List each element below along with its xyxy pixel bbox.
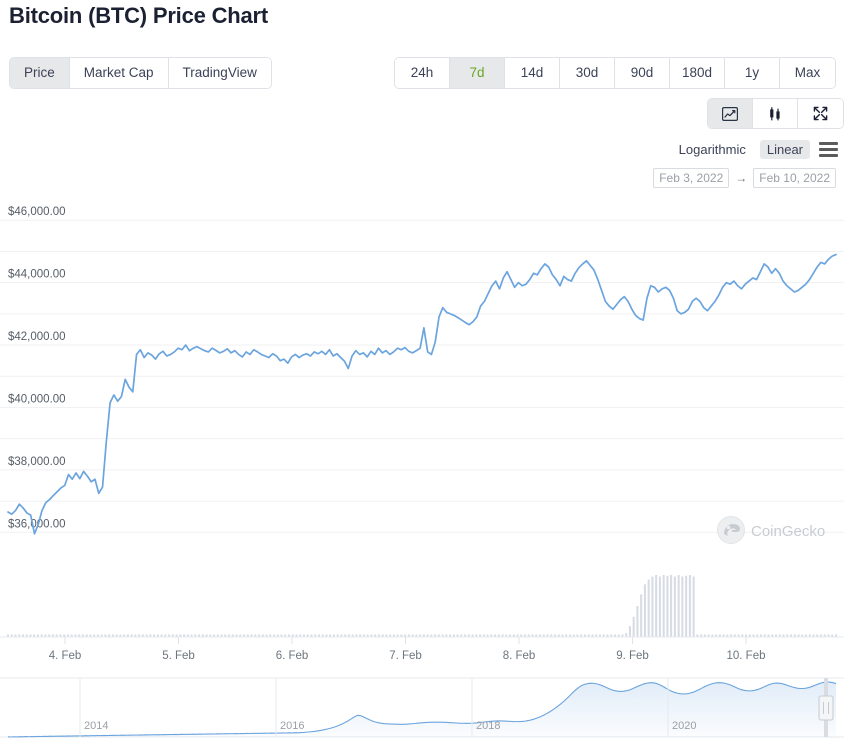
scale-linear[interactable]: Linear [759,140,810,159]
date-to-input[interactable]: Feb 10, 2022 [753,168,836,188]
price-chart-container[interactable]: $36,000.00 $38,000.00 $40,000.00 $42,000.00… [0,196,844,745]
chart-tab-group: Price Market Cap TradingView [9,57,272,89]
volume-bars [0,575,844,638]
svg-text:5. Feb: 5. Feb [162,650,195,662]
date-from-input[interactable]: Feb 3, 2022 [653,168,730,188]
scale-selector-row: Logarithmic Linear [672,140,838,159]
chart-type-group [707,98,844,129]
time-range-group: 24h 7d 14d 30d 90d 180d 1y Max [394,57,836,89]
svg-text:2020: 2020 [672,720,696,732]
svg-text:2016: 2016 [280,720,304,732]
svg-text:CoinGecko: CoinGecko [751,523,825,540]
line-chart-icon[interactable] [708,99,753,128]
svg-text:6. Feb: 6. Feb [276,650,309,662]
y-axis-labels: $36,000.00 $38,000.00 $40,000.00 $42,000.00… [8,206,66,530]
svg-text:$36,000.00: $36,000.00 [8,518,66,530]
page-title: Bitcoin (BTC) Price Chart [9,3,269,28]
range-7d[interactable]: 7d [450,58,505,88]
range-24h[interactable]: 24h [395,58,450,88]
chart-gridlines [0,219,844,533]
svg-text:2014: 2014 [84,720,108,732]
fullscreen-icon[interactable] [798,99,843,128]
svg-text:$40,000.00: $40,000.00 [8,393,66,405]
range-180d[interactable]: 180d [670,58,725,88]
svg-text:10. Feb: 10. Feb [727,650,766,662]
price-chart-svg[interactable]: $36,000.00 $38,000.00 $40,000.00 $42,000.00… [0,196,844,745]
range-90d[interactable]: 90d [615,58,670,88]
tab-tradingview[interactable]: TradingView [168,58,271,88]
coingecko-watermark: CoinGecko [717,516,825,544]
hamburger-menu-icon[interactable] [817,142,838,157]
date-range-arrow: → [735,171,748,185]
svg-text:$42,000.00: $42,000.00 [8,331,66,343]
tab-price[interactable]: Price [10,58,70,88]
svg-text:9. Feb: 9. Feb [616,650,649,662]
range-max[interactable]: Max [780,58,835,88]
svg-text:7. Feb: 7. Feb [389,650,422,662]
svg-text:$44,000.00: $44,000.00 [8,269,66,281]
svg-text:8. Feb: 8. Feb [503,650,536,662]
svg-text:$46,000.00: $46,000.00 [8,206,66,218]
svg-text:2018: 2018 [476,720,500,732]
date-range-row: Feb 3, 2022 → Feb 10, 2022 [653,168,836,188]
price-line [7,253,837,535]
candlestick-chart-icon[interactable] [753,99,798,128]
svg-text:4. Feb: 4. Feb [49,650,82,662]
range-1y[interactable]: 1y [725,58,780,88]
scale-logarithmic[interactable]: Logarithmic [678,142,746,157]
range-30d[interactable]: 30d [560,58,615,88]
range-14d[interactable]: 14d [505,58,560,88]
tab-market-cap[interactable]: Market Cap [69,58,169,88]
range-navigator[interactable]: 2014 2016 2018 2020 [0,677,844,738]
x-axis-labels: 4. Feb 5. Feb 6. Feb 7. Feb 8. Feb 9. Feb 10. … [49,637,766,662]
svg-text:$38,000.00: $38,000.00 [8,456,66,468]
